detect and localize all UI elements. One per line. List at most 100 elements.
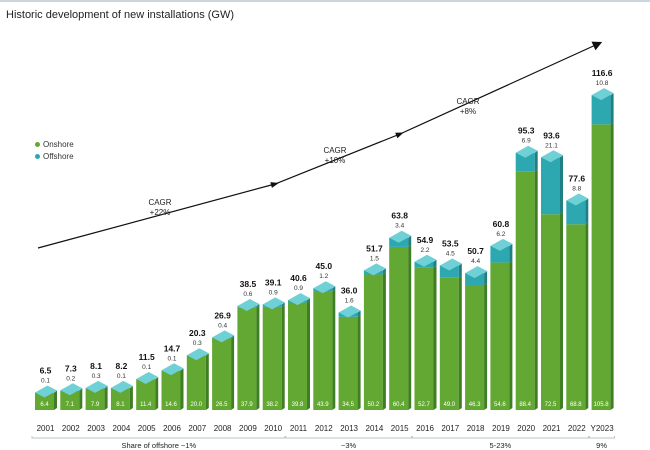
total-label-2017: 53.5 (442, 239, 459, 249)
share-label-2: 5-23% (490, 441, 512, 450)
bar-offshore-2018 (465, 273, 485, 285)
total-label-2001: 6.5 (40, 365, 52, 375)
bar-onshore-2016 (414, 267, 434, 410)
bar-onshore-2014 (363, 274, 383, 410)
bar-onshore-side-2015 (408, 244, 412, 410)
cagr-trend-line (37, 41, 603, 249)
total-label-2015: 63.8 (391, 211, 408, 221)
offshore-label-2006: 0.1 (167, 355, 176, 362)
x-tick-2013: 2013 (340, 424, 358, 433)
offshore-label-2017: 4.5 (446, 251, 455, 258)
bar-onshore-side-2005 (155, 377, 159, 410)
x-tick-2015: 2015 (391, 424, 409, 433)
bar-top-cap-2015 (389, 230, 412, 243)
onshore-label-2012: 43.9 (317, 402, 329, 408)
x-tick-2002: 2002 (62, 424, 80, 433)
onshore-label-2003: 7.9 (91, 402, 100, 408)
bar-top-cap-2010 (262, 297, 285, 310)
total-label-2003: 8.1 (90, 361, 102, 371)
bar-onshore-side-2013 (357, 314, 361, 410)
bar-onshore-2018 (465, 284, 485, 410)
bar-top-cap-2013 (338, 305, 361, 318)
offshore-label-2018: 4.4 (471, 258, 480, 265)
x-tick-2017: 2017 (441, 424, 459, 433)
total-label-2004: 8.2 (115, 361, 127, 371)
bar-onshore-2009 (237, 307, 257, 410)
bar-onshore-side-2001 (54, 390, 57, 410)
total-label-2012: 45.0 (316, 261, 333, 271)
bar-offshore-side-2022 (585, 198, 589, 225)
offshore-label-2020: 6.9 (522, 138, 531, 145)
bar-onshore-2002 (60, 390, 80, 410)
onshore-label-2016: 52.7 (418, 402, 430, 408)
bar-onshore-Y2023 (591, 124, 611, 410)
top-rule (0, 0, 650, 2)
offshore-label-2019: 6.2 (496, 231, 505, 238)
onshore-label-2008: 26.5 (216, 402, 228, 408)
cagr-label-line1-0: CAGR (148, 198, 171, 207)
share-label-3: 9% (596, 441, 607, 450)
cagr-label-line2-0: +22% (150, 208, 171, 217)
bar-onshore-side-2019 (509, 260, 513, 410)
x-tick-2004: 2004 (113, 424, 131, 433)
legend-item-onshore: Onshore (35, 138, 74, 150)
offshore-label-2022: 8.8 (572, 185, 581, 192)
bar-onshore-side-2021 (560, 212, 563, 410)
bar-offshore-side-2016 (433, 259, 437, 268)
bar-offshore-side-2010 (281, 302, 285, 307)
bar-offshore-side-2018 (484, 271, 488, 285)
onshore-label-2013: 34.5 (342, 402, 354, 408)
bar-onshore-side-2017 (458, 275, 462, 410)
bar-offshore-side-2001 (54, 390, 57, 393)
bar-offshore-2021 (541, 157, 560, 215)
chart-title: Historic development of new installation… (6, 9, 235, 21)
offshore-label-2012: 1.2 (319, 273, 328, 280)
bar-onshore-2020 (515, 171, 535, 410)
bar-onshore-2004 (110, 388, 130, 410)
x-tick-2010: 2010 (264, 424, 282, 433)
cagr-label-line2-1: +10% (325, 156, 346, 165)
bar-onshore-2001 (35, 392, 54, 410)
total-label-2019: 60.8 (493, 219, 510, 229)
offshore-label-2014: 1.5 (370, 255, 379, 262)
bar-top-cap-2007 (186, 348, 209, 361)
offshore-label-2001: 0.1 (41, 377, 50, 384)
onshore-label-2007: 20.0 (190, 402, 202, 408)
bar-offshore-side-2013 (357, 310, 361, 317)
bar-top-cap-2002 (60, 383, 83, 396)
bar-onshore-2011 (288, 302, 307, 410)
bar-onshore-side-2010 (281, 304, 285, 410)
x-tick-2019: 2019 (492, 424, 510, 433)
bar-top-cap-2018 (465, 266, 488, 279)
total-label-2021: 93.6 (543, 130, 560, 140)
offshore-label-2009: 0.6 (243, 291, 252, 298)
offshore-label-2002: 0.2 (66, 375, 75, 382)
bar-offshore-side-2020 (534, 150, 538, 172)
cagr-arrow-head-0 (270, 182, 279, 188)
total-label-2011: 40.6 (290, 273, 307, 283)
bar-top-cap-Y2023 (591, 88, 614, 101)
bar-onshore-side-2004 (129, 386, 133, 410)
bar-onshore-2019 (490, 262, 510, 410)
bar-offshore-side-2021 (560, 155, 563, 215)
bar-onshore-2010 (262, 306, 282, 410)
onshore-label-2002: 7.1 (66, 402, 75, 408)
bar-onshore-side-2016 (433, 265, 437, 410)
bar-offshore-2022 (566, 200, 586, 225)
bar-offshore-2020 (515, 152, 535, 172)
bar-onshore-side-2014 (382, 272, 386, 410)
bar-offshore-2017 (439, 265, 459, 278)
bar-onshore-side-2006 (180, 368, 184, 410)
bar-onshore-side-2007 (205, 354, 209, 410)
onshore-label-2021: 72.5 (545, 402, 557, 408)
total-label-2022: 77.6 (569, 173, 586, 183)
onshore-label-2014: 50.2 (368, 402, 380, 408)
offshore-label-2004: 0.1 (117, 373, 126, 380)
offshore-label-Y2023: 10.8 (596, 80, 609, 87)
bar-onshore-side-2011 (307, 300, 310, 410)
offshore-label-2008: 0.4 (218, 322, 227, 329)
total-label-2005: 11.5 (139, 352, 155, 362)
offshore-label-2010: 0.9 (269, 289, 278, 296)
share-label-0: Share of offshore ~1% (121, 441, 196, 450)
bar-top-cap-2017 (439, 258, 462, 271)
